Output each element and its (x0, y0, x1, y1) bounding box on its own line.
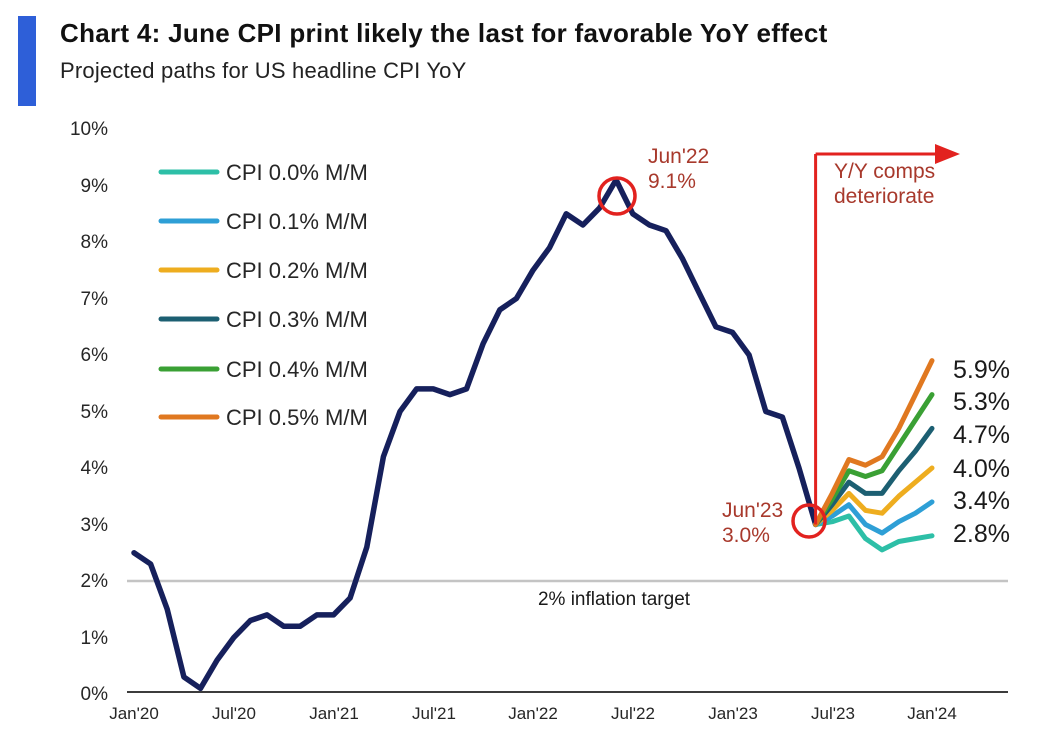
svg-text:3%: 3% (81, 515, 109, 536)
svg-text:3.0%: 3.0% (722, 524, 770, 547)
svg-text:5.9%: 5.9% (953, 356, 1010, 384)
svg-text:Jan'21: Jan'21 (309, 704, 359, 723)
svg-text:Jul'20: Jul'20 (212, 704, 256, 723)
svg-text:0%: 0% (81, 684, 109, 705)
svg-text:4%: 4% (81, 458, 109, 479)
svg-text:4.7%: 4.7% (953, 421, 1010, 449)
svg-text:5%: 5% (81, 402, 109, 423)
svg-text:Y/Y comps: Y/Y comps (834, 160, 935, 183)
svg-text:CPI 0.1% M/M: CPI 0.1% M/M (226, 209, 368, 234)
svg-text:2%: 2% (81, 571, 109, 592)
svg-text:10%: 10% (70, 119, 108, 140)
svg-text:CPI 0.5% M/M: CPI 0.5% M/M (226, 405, 368, 430)
svg-text:Jan'23: Jan'23 (708, 704, 758, 723)
svg-text:deteriorate: deteriorate (834, 185, 934, 208)
svg-text:Jun'22: Jun'22 (648, 145, 709, 168)
svg-text:CPI 0.3% M/M: CPI 0.3% M/M (226, 307, 368, 332)
svg-text:Jul'22: Jul'22 (611, 704, 655, 723)
svg-text:2.8%: 2.8% (953, 520, 1010, 548)
svg-text:9.1%: 9.1% (648, 170, 696, 193)
svg-text:Jan'20: Jan'20 (109, 704, 159, 723)
svg-text:2% inflation target: 2% inflation target (538, 589, 691, 610)
svg-text:Jan'24: Jan'24 (907, 704, 957, 723)
svg-text:7%: 7% (81, 289, 109, 310)
svg-text:3.4%: 3.4% (953, 487, 1010, 515)
svg-text:CPI 0.2% M/M: CPI 0.2% M/M (226, 258, 368, 283)
svg-text:Jun'23: Jun'23 (722, 499, 783, 522)
svg-text:8%: 8% (81, 232, 109, 253)
svg-text:Jul'21: Jul'21 (412, 704, 456, 723)
svg-text:Jan'22: Jan'22 (508, 704, 558, 723)
svg-text:CPI 0.0% M/M: CPI 0.0% M/M (226, 160, 368, 185)
svg-text:6%: 6% (81, 345, 109, 366)
svg-text:Jul'23: Jul'23 (811, 704, 855, 723)
svg-text:5.3%: 5.3% (953, 388, 1010, 416)
svg-text:1%: 1% (81, 628, 109, 649)
svg-text:CPI 0.4% M/M: CPI 0.4% M/M (226, 357, 368, 382)
svg-text:9%: 9% (81, 176, 109, 197)
svg-text:4.0%: 4.0% (953, 455, 1010, 483)
